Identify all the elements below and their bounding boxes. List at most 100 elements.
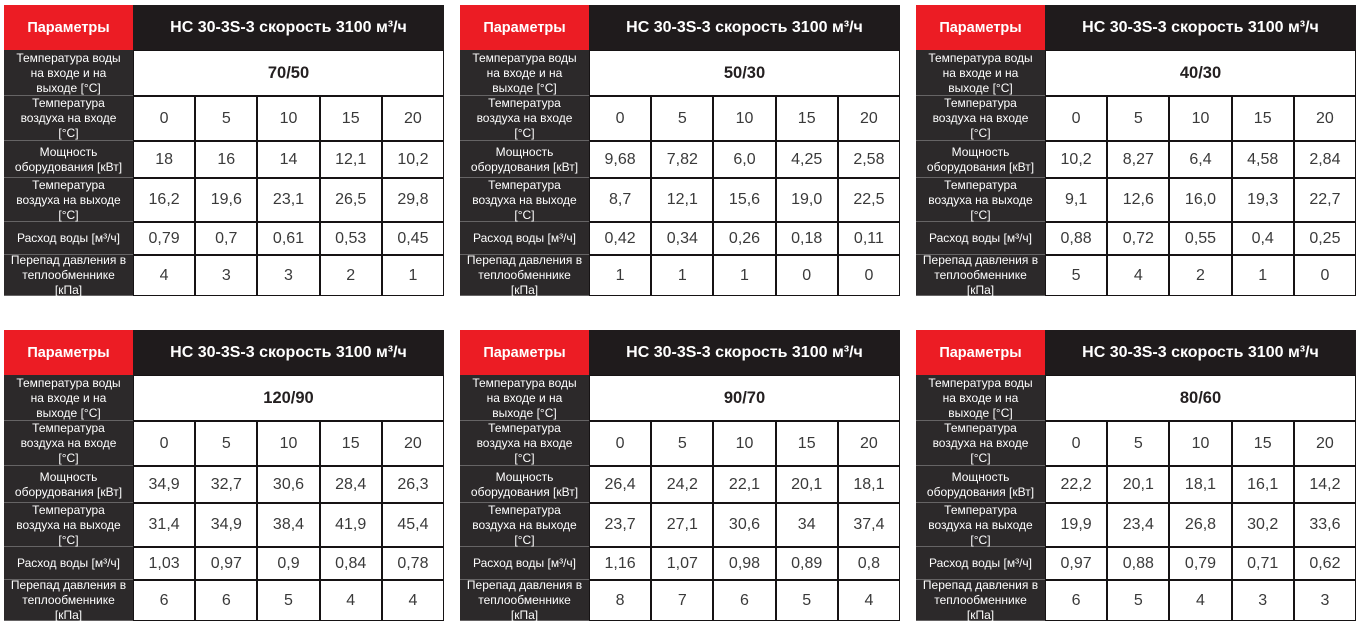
air-in-value: 0 <box>1045 96 1108 141</box>
water-flow-value: 0,88 <box>1107 547 1170 580</box>
water-flow-value: 1,07 <box>651 547 714 580</box>
spec-table-80-60: Параметры НС 30-3S-3 скорость 3100 м³/ч Те… <box>916 330 1356 622</box>
water-flow-value: 0,97 <box>1045 547 1108 580</box>
air-in-value: 15 <box>319 421 382 466</box>
power-value: 10,2 <box>1045 141 1108 178</box>
water-temp-value: 120/90 <box>133 375 444 421</box>
param-header-cell: Параметры <box>460 330 589 375</box>
pressure-drop-value: 2 <box>1169 255 1232 296</box>
spec-table-40-30: Параметры НС 30-3S-3 скорость 3100 м³/ч Те… <box>916 5 1356 297</box>
param-header-cell: Параметры <box>4 5 133 50</box>
power-value: 8,27 <box>1107 141 1170 178</box>
air-out-value: 19,9 <box>1045 503 1108 547</box>
pressure-drop-value: 4 <box>381 580 444 621</box>
pressure-drop-value: 5 <box>775 580 838 621</box>
air-out-value: 22,7 <box>1293 178 1356 222</box>
pressure-drop-value: 8 <box>589 580 652 621</box>
water-flow-value: 0,25 <box>1293 222 1356 255</box>
row-label-water-temp: Температура воды на входе и на выходе [°… <box>916 50 1045 96</box>
power-value: 10,2 <box>381 141 444 178</box>
row-label-power: Мощность оборудования [кВт] <box>916 141 1045 178</box>
power-value: 6,0 <box>713 141 776 178</box>
air-out-value: 22,5 <box>837 178 900 222</box>
air-out-value: 9,1 <box>1045 178 1108 222</box>
water-flow-value: 0,84 <box>319 547 382 580</box>
row-label-air-in: Температура воздуха на входе [°C] <box>4 421 133 466</box>
air-out-value: 12,1 <box>651 178 714 222</box>
power-value: 4,25 <box>775 141 838 178</box>
air-in-value: 20 <box>1293 96 1356 141</box>
air-in-value: 0 <box>133 421 196 466</box>
pressure-drop-value: 0 <box>1293 255 1356 296</box>
water-flow-value: 0,98 <box>713 547 776 580</box>
air-in-value: 20 <box>837 421 900 466</box>
power-value: 26,3 <box>381 466 444 503</box>
row-label-air-in: Температура воздуха на входе [°C] <box>4 96 133 141</box>
pressure-drop-value: 3 <box>1231 580 1294 621</box>
air-out-value: 8,7 <box>589 178 652 222</box>
air-in-value: 5 <box>195 96 258 141</box>
pressure-drop-value: 0 <box>775 255 838 296</box>
pressure-drop-value: 4 <box>1107 255 1170 296</box>
air-out-value: 27,1 <box>651 503 714 547</box>
air-out-value: 19,0 <box>775 178 838 222</box>
power-value: 6,4 <box>1169 141 1232 178</box>
pressure-drop-value: 4 <box>1169 580 1232 621</box>
row-label-pressure-drop: Перепад давления в теплообменнике [кПа] <box>916 253 1045 297</box>
water-flow-value: 0,7 <box>195 222 258 255</box>
pressure-drop-value: 5 <box>1045 255 1108 296</box>
spec-table-90-70: Параметры НС 30-3S-3 скорость 3100 м³/ч Те… <box>460 330 900 622</box>
row-label-pressure-drop: Перепад давления в теплообменнике [кПа] <box>460 253 589 297</box>
air-out-value: 23,4 <box>1107 503 1170 547</box>
power-value: 18 <box>133 141 196 178</box>
row-label-air-in: Температура воздуха на входе [°C] <box>916 96 1045 141</box>
air-out-value: 37,4 <box>837 503 900 547</box>
air-in-value: 10 <box>1169 96 1232 141</box>
table-title: НС 30-3S-3 скорость 3100 м³/ч <box>1045 5 1356 50</box>
pressure-drop-value: 1 <box>713 255 776 296</box>
air-in-value: 20 <box>837 96 900 141</box>
row-label-air-out: Температура воздуха на выходе [°C] <box>460 503 589 547</box>
air-out-value: 38,4 <box>257 503 320 547</box>
pressure-drop-value: 1 <box>1231 255 1294 296</box>
spec-table-120-90: Параметры НС 30-3S-3 скорость 3100 м³/ч Те… <box>4 330 444 622</box>
air-out-value: 34,9 <box>195 503 258 547</box>
air-in-value: 5 <box>195 421 258 466</box>
spec-table-70-50: Параметры НС 30-3S-3 скорость 3100 м³/ч Те… <box>4 5 444 297</box>
pressure-drop-value: 0 <box>837 255 900 296</box>
air-out-value: 30,2 <box>1231 503 1294 547</box>
air-in-value: 15 <box>775 421 838 466</box>
row-label-water-flow: Расход воды [м³/ч] <box>460 547 589 580</box>
row-label-pressure-drop: Перепад давления в теплообменнике [кПа] <box>4 253 133 297</box>
row-label-pressure-drop: Перепад давления в теплообменнике [кПа] <box>460 578 589 622</box>
pressure-drop-value: 6 <box>133 580 196 621</box>
row-label-air-in: Температура воздуха на входе [°C] <box>460 421 589 466</box>
param-header-cell: Параметры <box>916 330 1045 375</box>
air-in-value: 20 <box>381 421 444 466</box>
pressure-drop-value: 6 <box>195 580 258 621</box>
air-out-value: 34 <box>775 503 838 547</box>
pressure-drop-value: 2 <box>319 255 382 296</box>
row-label-water-flow: Расход воды [м³/ч] <box>916 547 1045 580</box>
air-in-value: 15 <box>1231 96 1294 141</box>
row-label-water-temp: Температура воды на входе и на выходе [°… <box>4 375 133 421</box>
power-value: 2,58 <box>837 141 900 178</box>
power-value: 14,2 <box>1293 466 1356 503</box>
water-flow-value: 0,78 <box>381 547 444 580</box>
water-flow-value: 0,18 <box>775 222 838 255</box>
table-title: НС 30-3S-3 скорость 3100 м³/ч <box>133 330 444 375</box>
air-in-value: 0 <box>1045 421 1108 466</box>
row-label-water-flow: Расход воды [м³/ч] <box>916 222 1045 255</box>
air-out-value: 15,6 <box>713 178 776 222</box>
row-label-pressure-drop: Перепад давления в теплообменнике [кПа] <box>916 578 1045 622</box>
power-value: 24,2 <box>651 466 714 503</box>
power-value: 30,6 <box>257 466 320 503</box>
water-flow-value: 0,26 <box>713 222 776 255</box>
power-value: 22,2 <box>1045 466 1108 503</box>
air-in-value: 5 <box>651 96 714 141</box>
air-in-value: 10 <box>713 96 776 141</box>
water-flow-value: 0,79 <box>1169 547 1232 580</box>
power-value: 22,1 <box>713 466 776 503</box>
air-in-value: 20 <box>1293 421 1356 466</box>
row-label-air-out: Температура воздуха на выходе [°C] <box>916 178 1045 222</box>
